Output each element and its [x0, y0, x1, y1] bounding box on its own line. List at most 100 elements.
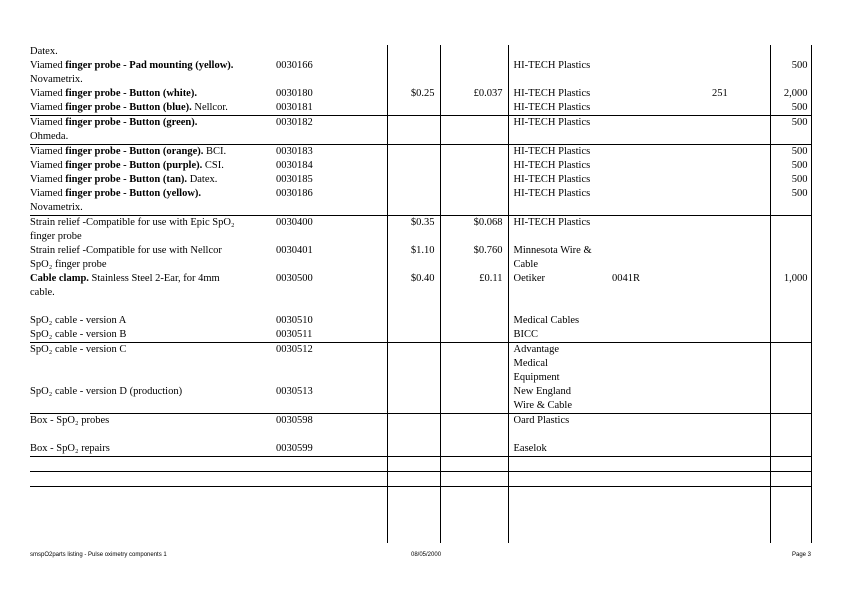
- description-cell: Viamed finger probe - Button (purple). C…: [30, 159, 272, 173]
- unit-price-gbp-cell: [439, 428, 508, 442]
- unit-price-gbp-cell: [439, 144, 508, 159]
- supplier-cell: Easelok: [507, 442, 600, 457]
- description-text: Viamed: [30, 102, 66, 113]
- unit-price-usd-cell: [386, 442, 440, 457]
- part-code-cell: [272, 486, 387, 501]
- description-cell: Datex.: [30, 45, 272, 59]
- supplier-cell: [507, 286, 600, 300]
- unit-price-usd-cell: [386, 314, 440, 328]
- supplier-code-cell: [600, 159, 770, 173]
- part-code-cell: [272, 300, 387, 314]
- description-cell: [30, 300, 272, 314]
- order-quantity-cell: [769, 357, 812, 371]
- supplier-code-cell: [600, 59, 770, 73]
- order-quantity-cell: [769, 501, 812, 515]
- unit-price-usd-cell: [386, 399, 440, 414]
- description-cell: Box - SpO₂ probes: [30, 413, 272, 428]
- part-code-cell: [272, 201, 387, 216]
- description-cell: [30, 371, 272, 385]
- description-cell: SpO₂ cable - version D (production): [30, 385, 272, 399]
- order-quantity-cell: [769, 286, 812, 300]
- unit-price-usd-cell: [386, 286, 440, 300]
- description-cell: finger probe: [30, 230, 272, 244]
- unit-price-gbp-cell: [439, 314, 508, 328]
- description-cell: cable.: [30, 286, 272, 300]
- table-row: Viamed finger probe - Pad mounting (yell…: [30, 59, 812, 73]
- description-cell: Strain relief -Compatible for use with E…: [30, 215, 272, 230]
- unit-price-gbp-cell: [439, 529, 508, 543]
- table-row: SpO₂ cable - version A 0030510 Medical Cab…: [30, 314, 812, 328]
- description-cell: Box - SpO₂ repairs: [30, 442, 272, 457]
- unit-price-usd-cell: [386, 471, 440, 487]
- description-cell: Cable clamp. Stainless Steel 2-Ear, for …: [30, 272, 272, 286]
- supplier-code-cell: [600, 399, 770, 414]
- description-text: SpO₂ cable - version A: [30, 315, 127, 326]
- unit-price-gbp-cell: [439, 486, 508, 501]
- unit-price-usd-cell: [386, 187, 440, 201]
- supplier-cell: [507, 471, 600, 487]
- description-cell: SpO₂ cable - version B: [30, 328, 272, 343]
- unit-price-usd-cell: [386, 486, 440, 501]
- description-text: finger probe - Button (tan).: [65, 174, 188, 185]
- unit-price-usd-cell: [386, 201, 440, 216]
- part-code-cell: 0030513: [276, 386, 313, 397]
- supplier-code-cell: [600, 215, 770, 230]
- unit-price-usd-cell: [386, 529, 440, 543]
- supplier-cell: Medical: [507, 357, 600, 371]
- part-code-cell: [272, 471, 387, 487]
- unit-price-gbp-cell: £0.11: [439, 272, 508, 286]
- order-quantity-cell: [769, 258, 812, 272]
- unit-price-gbp-cell: [439, 187, 508, 201]
- table-row: Box - SpO₂ repairs 0030599 Easelok: [30, 442, 812, 457]
- unit-price-gbp-cell: [439, 159, 508, 173]
- supplier-cell: [507, 300, 600, 314]
- table-row: [30, 515, 812, 529]
- description-cell: [30, 515, 272, 529]
- table-row: SpO₂ finger probe Cable: [30, 258, 812, 272]
- table-row: [30, 471, 812, 487]
- description-cell: Novametrix.: [30, 201, 272, 216]
- unit-price-usd-cell: $0.25: [386, 87, 440, 101]
- supplier-code-cell: [600, 286, 770, 300]
- order-quantity-cell: 1,000: [769, 272, 812, 286]
- part-code-cell: 0030184: [276, 160, 313, 171]
- supplier-code-cell: [600, 342, 770, 357]
- order-quantity-cell: 500: [769, 101, 812, 116]
- unit-price-usd-cell: [386, 173, 440, 187]
- unit-price-gbp-cell: [439, 328, 508, 343]
- supplier-cell: Cable: [507, 258, 600, 272]
- supplier-code-cell: [600, 428, 770, 442]
- supplier-cell: [507, 529, 600, 543]
- supplier-cell: HI-TECH Plastics: [507, 101, 600, 116]
- part-code-cell: 0030598: [272, 413, 387, 428]
- table-row: Datex.: [30, 45, 812, 59]
- order-quantity-cell: [769, 456, 812, 472]
- unit-price-gbp-cell: [439, 501, 508, 515]
- description-text: BCI.: [203, 146, 227, 157]
- order-quantity-cell: [769, 515, 812, 529]
- description-text: Nellcor.: [191, 102, 228, 113]
- description-text: Ohmeda.: [30, 131, 69, 142]
- supplier-cell: Equipment: [507, 371, 600, 385]
- unit-price-gbp-cell: $0.760: [439, 244, 508, 258]
- unit-price-usd-cell: [386, 230, 440, 244]
- unit-price-gbp-cell: [439, 413, 508, 428]
- order-quantity-cell: 500: [769, 144, 812, 159]
- unit-price-usd-cell: [386, 144, 440, 159]
- unit-price-usd-cell: [386, 159, 440, 173]
- order-quantity-cell: [769, 442, 812, 457]
- unit-price-usd-cell: $0.40: [386, 272, 440, 286]
- supplier-cell: [507, 230, 600, 244]
- unit-price-gbp-cell: [439, 286, 508, 300]
- supplier-cell: New England: [507, 385, 600, 399]
- supplier-cell: Oard Plastics: [507, 413, 600, 428]
- unit-price-usd-cell: [386, 130, 440, 145]
- table-row: Viamed finger probe - Button (yellow). 00…: [30, 187, 812, 201]
- part-code-cell: 0030182: [272, 115, 387, 130]
- table-row: Viamed finger probe - Button (orange). B…: [30, 144, 812, 159]
- order-quantity-cell: 2,000: [769, 87, 812, 101]
- description-cell: Viamed finger probe - Button (white).: [30, 87, 272, 101]
- description-cell: Viamed finger probe - Button (green).: [30, 115, 272, 130]
- part-code-cell: [272, 399, 387, 414]
- unit-price-gbp-cell: [439, 399, 508, 414]
